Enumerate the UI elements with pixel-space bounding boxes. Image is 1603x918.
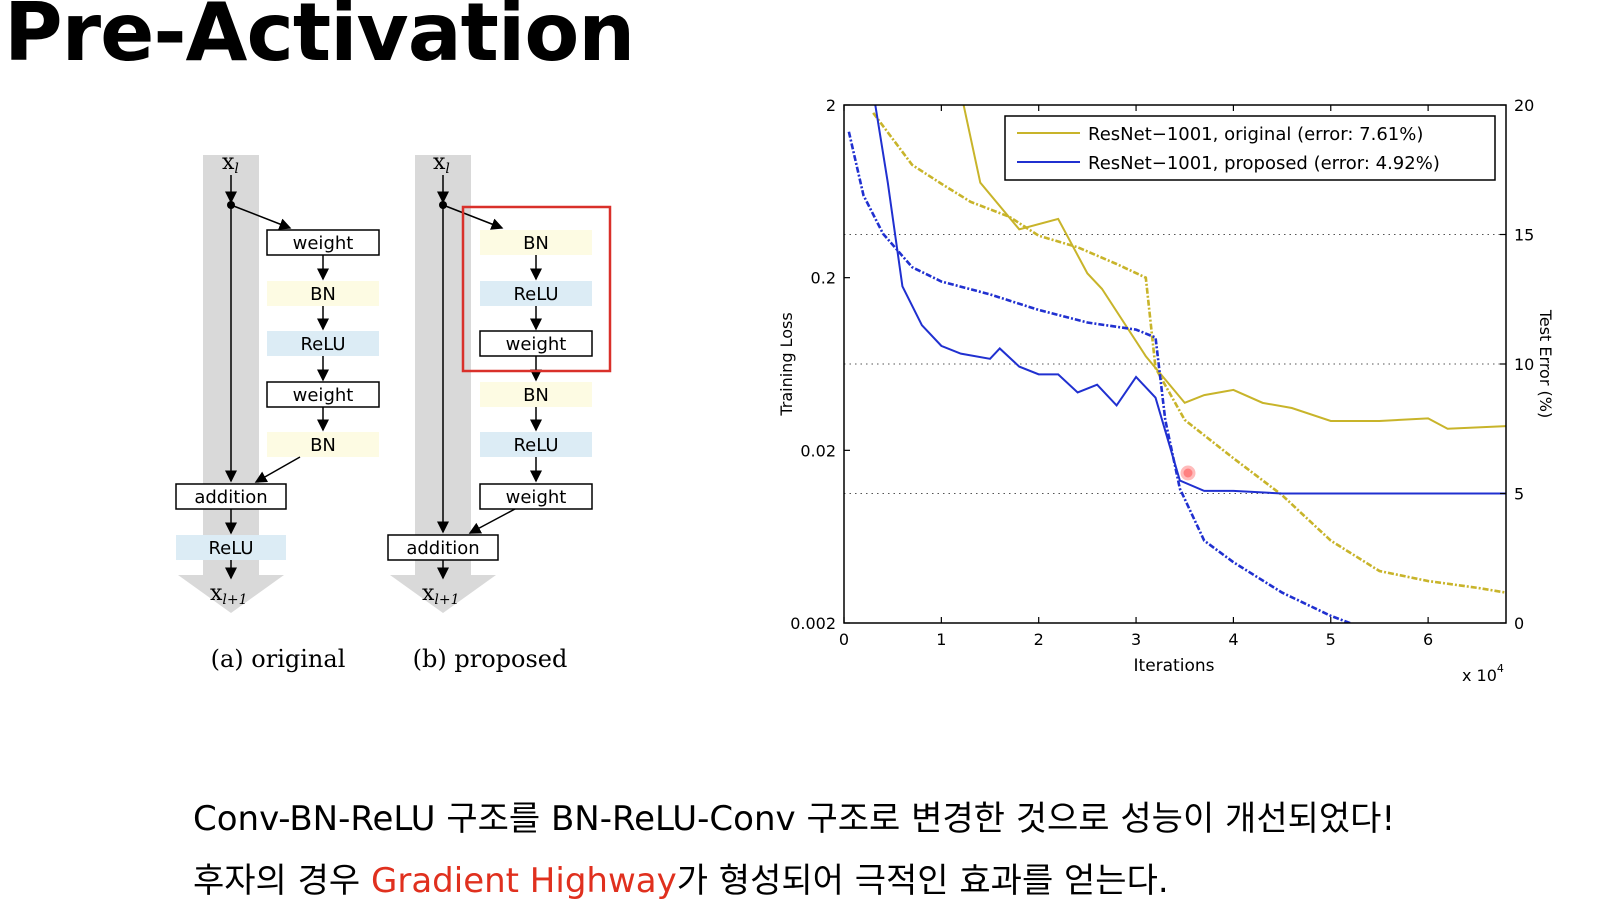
shortcut-arrowhead	[390, 575, 496, 613]
caption-text: 가 형성되어 극적인 효과를 얻는다.	[676, 861, 1169, 901]
slide-caption: Conv-BN-ReLU 구조를 BN-ReLU-Conv 구조로 변경한 것으…	[193, 788, 1395, 912]
x-tick-label: 4	[1228, 630, 1238, 649]
output-label: xl+1	[422, 581, 460, 608]
legend-label-proposed: ResNet−1001, proposed (error: 4.92%)	[1088, 153, 1440, 174]
highlight-box	[461, 205, 612, 373]
relu-block	[267, 331, 379, 356]
y-left-tick-label: 2	[826, 96, 836, 115]
caption-text: 후자의 경우	[193, 861, 372, 901]
output-label: xl+1	[210, 581, 248, 608]
relu-block	[176, 535, 286, 560]
x-tick-label: 1	[936, 630, 946, 649]
train-loss-line-0	[872, 112, 1506, 594]
cursor-marker	[1180, 465, 1196, 481]
gradient-highway-highlight: Gradient Highway	[371, 861, 677, 901]
block-label: BN	[310, 435, 336, 456]
legend-label-original: ResNet−1001, original (error: 7.61%)	[1088, 124, 1423, 145]
block-label: ReLU	[300, 334, 345, 355]
original-unit: xl weight BN ReLU weight BN addition ReL…	[175, 150, 380, 673]
y-right-tick-label: 0	[1514, 614, 1524, 633]
relu-block	[480, 281, 592, 306]
y-left-tick-label: 0.02	[800, 441, 836, 460]
caption-line-2: 후자의 경우 Gradient Highway가 형성되어 극적인 효과를 얻는…	[193, 850, 1395, 912]
block-label: addition	[406, 538, 479, 559]
train-loss-line-1	[847, 131, 1354, 623]
x-tick-label: 2	[1034, 630, 1044, 649]
x-tick-label: 3	[1131, 630, 1141, 649]
page-title: Pre-Activation	[4, 0, 635, 79]
block-label: weight	[506, 334, 567, 355]
grid-lines	[844, 234, 1506, 494]
relu-block	[480, 432, 592, 457]
caption-original: (a) original	[211, 645, 346, 673]
shortcut-arrowhead	[178, 575, 284, 613]
x-multiplier: x 104	[1462, 662, 1504, 685]
bn-block	[480, 230, 592, 255]
training-chart: 0 1 2 3 4 5 6 2 0.2 0.02 0.002 20 15 10 5 0 Training Lo…	[777, 96, 1555, 685]
tick-layer: 0 1 2 3 4 5 6 2 0.2 0.02 0.002 20 15 10 5 0	[790, 96, 1534, 649]
block-label: addition	[194, 487, 267, 508]
test-error-line-0	[962, 105, 1506, 430]
y-right-tick-label: 15	[1514, 226, 1534, 245]
x-tick-label: 5	[1326, 630, 1336, 649]
bn-block	[267, 281, 379, 306]
y-right-tick-label: 20	[1514, 96, 1534, 115]
addition-block	[387, 534, 499, 561]
block-label: weight	[293, 385, 354, 406]
y-left-tick-label: 0.2	[811, 269, 836, 288]
weight-block	[479, 483, 593, 510]
bn-block	[267, 432, 379, 457]
bn-block	[480, 382, 592, 407]
residual-unit-diagram: xl weight BN ReLU weight BN addition ReL…	[175, 150, 612, 673]
block-label: BN	[310, 284, 336, 305]
block-label: ReLU	[513, 284, 558, 305]
block-label: weight	[506, 487, 567, 508]
legend-box	[1004, 115, 1496, 181]
caption-proposed: (b) proposed	[413, 645, 568, 673]
x-tick-label: 0	[839, 630, 849, 649]
y-right-tick-label: 5	[1514, 485, 1524, 504]
x-axis-label: Iterations	[1134, 656, 1215, 676]
legend: ResNet−1001, original (error: 7.61%) Res…	[1004, 115, 1496, 181]
test-error-line-1	[874, 105, 1506, 495]
y-axis-left-label: Training Loss	[777, 312, 796, 416]
proposed-unit: xl BN ReLU weight BN ReLU weight additio…	[387, 150, 612, 673]
input-label: xl	[222, 150, 239, 177]
caption-line-1: Conv-BN-ReLU 구조를 BN-ReLU-Conv 구조로 변경한 것으…	[193, 799, 1396, 839]
series-layer	[847, 105, 1506, 623]
y-axis-right-label: Test Error (%)	[1536, 309, 1555, 418]
block-label: BN	[523, 385, 549, 406]
block-label: ReLU	[208, 538, 253, 559]
block-label: BN	[523, 233, 549, 254]
y-right-tick-label: 10	[1514, 355, 1534, 374]
y-left-tick-label: 0.002	[790, 614, 836, 633]
block-label: ReLU	[513, 435, 558, 456]
input-label: xl	[433, 150, 450, 177]
x-tick-label: 6	[1423, 630, 1433, 649]
addition-block	[175, 483, 287, 510]
block-label: weight	[293, 233, 354, 254]
